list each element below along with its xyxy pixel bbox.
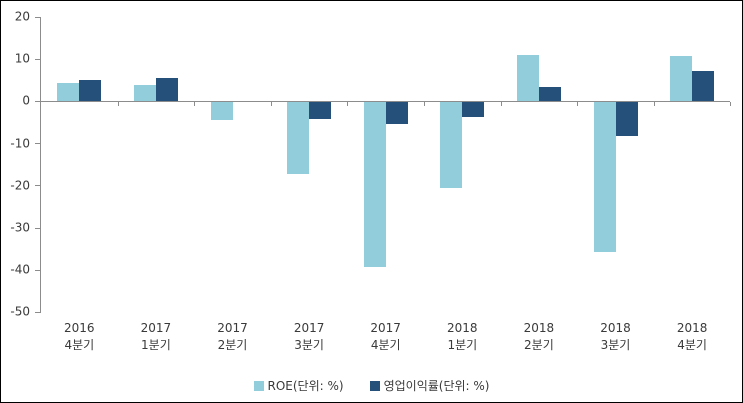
x-category-label-line: 2분기	[524, 338, 554, 352]
y-tick-mark	[35, 227, 40, 229]
y-axis-line	[40, 17, 41, 314]
x-category-label-line: 2017	[140, 321, 172, 335]
x-category-label-line: 4분기	[64, 338, 95, 352]
x-category-label: 2017 2분기	[194, 320, 271, 354]
y-tick-mark	[35, 269, 40, 271]
bar-operating-margin-0	[79, 80, 102, 102]
legend-swatch-roe-icon	[253, 380, 264, 391]
y-tick-mark	[35, 16, 40, 18]
y-tick-label: -40	[10, 262, 30, 277]
x-tick-mark	[270, 102, 272, 107]
y-tick-label: -50	[10, 305, 30, 320]
x-category-label-line: 2018	[676, 321, 708, 335]
x-category-label-line: 2017	[370, 321, 401, 335]
x-category-label: 2018 3분기	[577, 320, 654, 354]
x-category-label-line: 2018	[600, 321, 631, 335]
x-category-label: 2017 3분기	[271, 320, 348, 354]
x-tick-mark	[500, 102, 502, 107]
bar-roe-8	[670, 55, 693, 102]
x-category-label-line: 2017	[293, 321, 325, 335]
x-tick-mark	[424, 102, 425, 107]
x-category-label-line: 2018	[523, 321, 555, 335]
bar-operating-margin-6	[538, 87, 561, 102]
bar-roe-3	[287, 102, 310, 175]
y-tick-label: 20	[14, 9, 30, 24]
x-category-label-line: 4분기	[677, 338, 707, 352]
x-category-label: 2018 4분기	[654, 320, 731, 354]
x-tick-mark	[117, 102, 119, 107]
bar-operating-margin-5	[462, 102, 485, 117]
x-category-label: 2016 4분기	[41, 320, 118, 354]
x-axis-line	[41, 101, 731, 103]
y-tick-mark	[35, 143, 40, 145]
x-category-label-line: 3분기	[600, 338, 631, 352]
legend-label-operating-margin: 영업이익률(단위: %)	[383, 379, 490, 393]
x-category-label-line: 2017	[217, 321, 248, 335]
x-category-label-line: 2분기	[217, 338, 248, 352]
x-category-label: 2017 4분기	[347, 320, 424, 354]
bar-operating-margin-3	[309, 102, 332, 119]
bar-roe-2	[210, 102, 233, 121]
y-tick-label: -10	[10, 136, 30, 151]
bar-roe-6	[516, 55, 539, 102]
bar-operating-margin-1	[155, 78, 178, 102]
legend-label-roe: ROE(단위: %)	[267, 379, 344, 393]
legend-item-roe: ROE(단위: %)	[253, 377, 344, 394]
x-category-label-line: 4분기	[370, 338, 401, 352]
y-tick-label: -20	[10, 178, 30, 193]
x-category-label-line: 2018	[447, 321, 478, 335]
y-tick-mark	[35, 185, 40, 187]
x-category-label: 2018 2분기	[501, 320, 578, 354]
legend-item-operating-margin: 영업이익률(단위: %)	[369, 377, 490, 394]
bar-roe-1	[133, 84, 156, 102]
x-category-label-line: 2016	[64, 321, 95, 335]
x-tick-mark	[577, 102, 579, 107]
y-tick-mark	[35, 58, 40, 60]
x-category-label: 2017 1분기	[118, 320, 195, 354]
legend-swatch-operating-margin-icon	[369, 380, 380, 391]
x-category-label-line: 3분기	[294, 338, 324, 352]
bar-roe-7	[593, 102, 616, 253]
bar-operating-margin-8	[692, 71, 715, 102]
y-tick-label: 10	[14, 51, 30, 66]
bar-roe-4	[363, 102, 386, 267]
bar-operating-margin-4	[385, 102, 408, 125]
x-tick-mark	[194, 102, 196, 107]
x-tick-mark	[347, 102, 349, 107]
bar-operating-margin-7	[615, 102, 638, 137]
x-tick-mark	[730, 102, 732, 107]
bar-roe-5	[440, 102, 463, 188]
y-tick-label: 0	[22, 94, 30, 109]
x-tick-mark	[653, 102, 655, 107]
legend: ROE(단위: %) 영업이익률(단위: %)	[1, 377, 742, 394]
y-tick-label: -30	[10, 220, 30, 235]
x-category-label: 2018 1분기	[424, 320, 501, 354]
x-category-label-line: 1분기	[447, 338, 478, 352]
y-tick-mark	[35, 100, 40, 102]
bar-roe-0	[57, 82, 80, 102]
x-category-label-line: 1분기	[141, 338, 171, 352]
y-tick-mark	[35, 311, 40, 313]
